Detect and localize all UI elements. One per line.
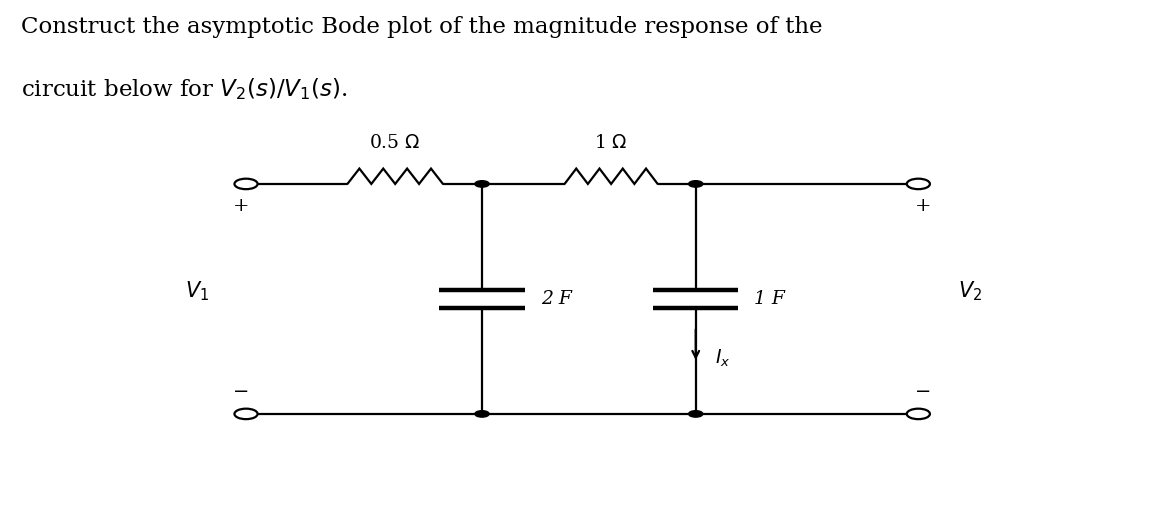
Text: 1 F: 1 F xyxy=(755,290,786,308)
Text: Construct the asymptotic Bode plot of the magnitude response of the: Construct the asymptotic Bode plot of th… xyxy=(21,16,823,38)
Text: $V_1$: $V_1$ xyxy=(185,279,209,303)
Circle shape xyxy=(475,181,489,187)
Text: $V_2$: $V_2$ xyxy=(958,279,982,303)
Text: circuit below for $V_2(s)/V_1(s)$.: circuit below for $V_2(s)/V_1(s)$. xyxy=(21,76,347,102)
Text: −: − xyxy=(233,383,249,401)
Circle shape xyxy=(688,181,703,187)
Text: +: + xyxy=(233,197,249,215)
Circle shape xyxy=(475,411,489,417)
Text: +: + xyxy=(915,197,931,215)
Text: $I_x$: $I_x$ xyxy=(716,348,731,369)
Text: −: − xyxy=(915,383,931,401)
Text: 0.5 $\Omega$: 0.5 $\Omega$ xyxy=(370,134,421,151)
Circle shape xyxy=(688,411,703,417)
Text: 2 F: 2 F xyxy=(541,290,572,308)
Text: 1 $\Omega$: 1 $\Omega$ xyxy=(594,134,627,151)
